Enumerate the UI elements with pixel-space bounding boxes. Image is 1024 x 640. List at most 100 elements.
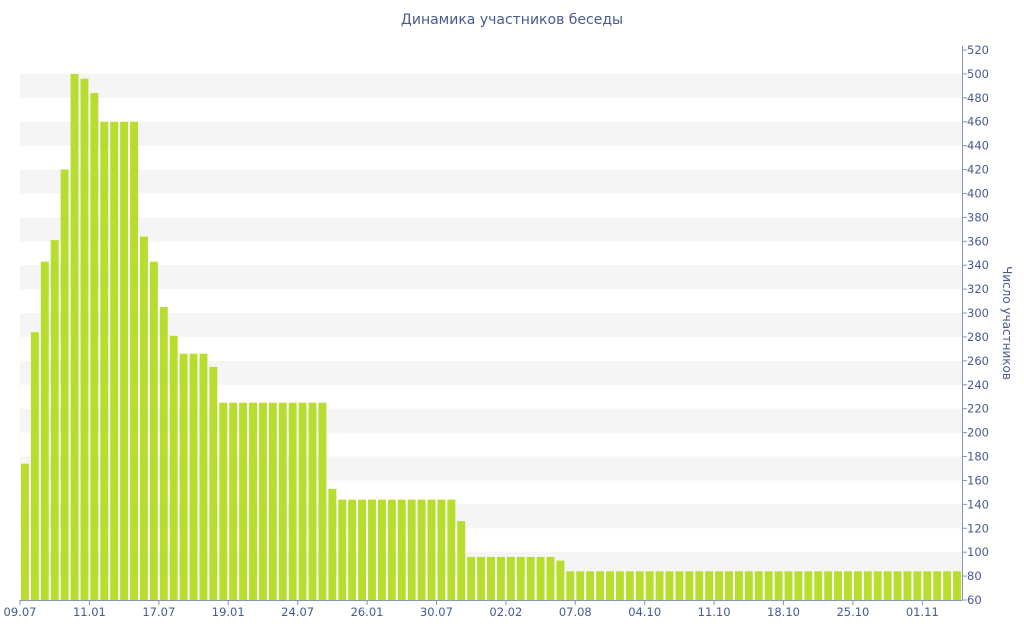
bar (179, 353, 188, 600)
bar (516, 556, 525, 600)
chart-title: Динамика участников беседы (400, 12, 624, 28)
bar (80, 78, 89, 600)
bar (596, 571, 605, 600)
y-tick-label: 240 (967, 378, 989, 392)
bar (368, 499, 376, 600)
bars (20, 73, 962, 601)
bar (467, 556, 476, 600)
bar (675, 571, 684, 600)
x-tick-label: 07.08 (559, 605, 592, 619)
bar (159, 307, 168, 600)
grid-band (20, 121, 962, 146)
y-tick-label: 360 (967, 234, 989, 248)
bar (249, 402, 257, 600)
bar (566, 571, 575, 600)
bar (873, 571, 882, 600)
bar (417, 499, 426, 600)
y-tick-label: 400 (967, 186, 989, 200)
bar (764, 571, 773, 600)
bar (149, 261, 158, 600)
y-tick-label: 220 (967, 402, 989, 416)
bar (774, 571, 783, 600)
bar (338, 499, 347, 600)
bar (209, 366, 218, 600)
bar (804, 571, 813, 600)
bar (169, 335, 178, 600)
bar (20, 463, 29, 600)
bar (615, 571, 624, 600)
bar (645, 571, 654, 600)
y-tick-label: 60 (967, 593, 982, 607)
bar (943, 571, 952, 600)
bar (387, 499, 396, 600)
bar (199, 353, 208, 600)
y-tick-label: 380 (967, 210, 989, 224)
y-tick-label: 280 (967, 330, 989, 344)
bar (258, 402, 267, 600)
bar (90, 93, 99, 600)
bar (328, 488, 337, 600)
bar (784, 571, 793, 600)
bar (754, 571, 763, 600)
bar (377, 499, 386, 600)
bar (586, 571, 595, 600)
y-axis-title: Число участников (1000, 266, 1014, 380)
y-tick-label: 520 (967, 43, 989, 57)
bar (953, 571, 962, 600)
bar (655, 571, 664, 600)
grid-band (20, 360, 962, 385)
y-tick-label: 460 (967, 115, 989, 129)
y-tick-label: 260 (967, 354, 989, 368)
y-tick-label: 120 (967, 521, 989, 535)
x-tick-label: 11.10 (698, 605, 731, 619)
bar (50, 240, 59, 600)
bar (933, 571, 942, 600)
bar (665, 571, 674, 600)
axes: 60 80 100 120 140 160 180 200 220 240 260 280 300 320… (4, 43, 989, 619)
bar (427, 499, 436, 600)
bar (407, 499, 416, 600)
y-tick-label: 200 (967, 426, 989, 440)
bar (288, 402, 297, 600)
bar (397, 499, 406, 600)
bar (725, 571, 733, 600)
grid-band (20, 265, 962, 290)
bar (40, 261, 49, 600)
bar (715, 571, 724, 600)
bar (308, 402, 317, 600)
x-tick-label: 17.07 (142, 605, 175, 619)
bar (318, 402, 327, 600)
bar (606, 571, 614, 600)
bar (219, 402, 228, 600)
x-tick-label: 02.02 (489, 605, 522, 619)
bar (744, 571, 753, 600)
x-tick-label: 09.07 (4, 605, 37, 619)
bar (903, 571, 912, 600)
y-tick-label: 140 (967, 497, 989, 511)
y-tick-label: 340 (967, 258, 989, 272)
bar (358, 499, 367, 600)
grid-band (20, 169, 962, 194)
bar (834, 571, 843, 600)
bar (120, 121, 129, 600)
bar (794, 571, 803, 600)
x-tick-label: 19.01 (212, 605, 245, 619)
bar (348, 499, 357, 600)
bar (268, 402, 277, 600)
bar (70, 73, 79, 601)
bar (278, 402, 287, 600)
x-tick-label: 18.10 (767, 605, 800, 619)
bar (635, 571, 644, 600)
bar (536, 556, 545, 600)
bar (853, 571, 862, 600)
bar (546, 556, 555, 600)
grid-band (20, 73, 962, 98)
y-tick-label: 440 (967, 139, 989, 153)
y-tick-label: 100 (967, 545, 989, 559)
bar (457, 521, 466, 600)
y-tick-label: 420 (967, 163, 989, 177)
bar (447, 499, 456, 600)
bar (229, 402, 238, 600)
bar (189, 353, 198, 600)
